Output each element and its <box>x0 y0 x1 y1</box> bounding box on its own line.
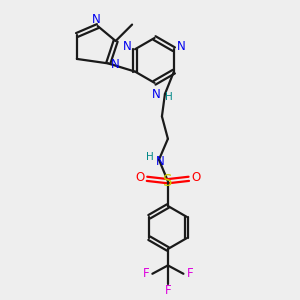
Text: N: N <box>177 40 186 53</box>
Text: N: N <box>110 58 119 71</box>
Text: F: F <box>165 284 171 297</box>
Text: S: S <box>163 174 172 189</box>
Text: F: F <box>187 267 193 280</box>
Text: F: F <box>142 267 149 280</box>
Text: N: N <box>92 13 100 26</box>
Text: N: N <box>156 155 165 168</box>
Text: H: H <box>165 92 172 102</box>
Text: N: N <box>123 40 132 53</box>
Text: N: N <box>152 88 161 100</box>
Text: O: O <box>135 171 144 184</box>
Text: H: H <box>146 152 154 162</box>
Text: O: O <box>192 171 201 184</box>
